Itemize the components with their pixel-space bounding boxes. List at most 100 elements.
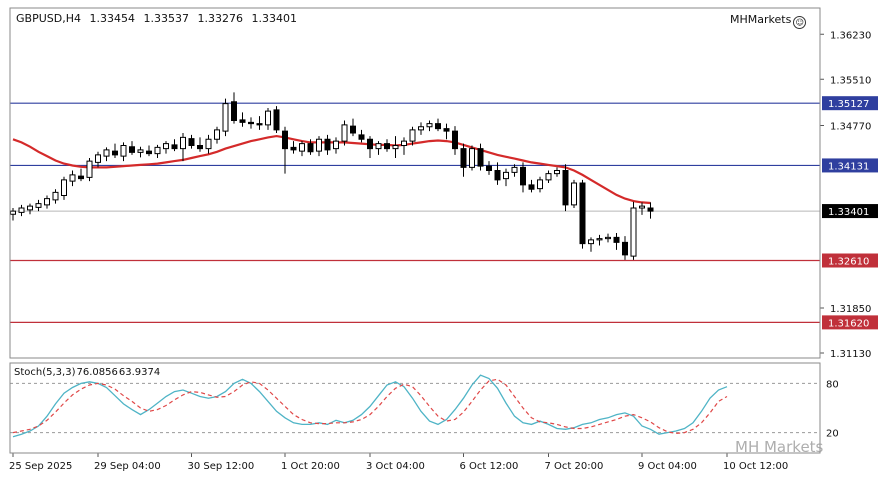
candle xyxy=(554,167,560,177)
candle-body xyxy=(35,203,42,208)
moving-average-line xyxy=(12,134,651,205)
candle xyxy=(222,98,229,137)
candle xyxy=(511,164,518,177)
current-price-tag xyxy=(822,204,878,219)
candle xyxy=(358,129,365,143)
candle-body xyxy=(358,134,365,140)
stoch-panel-frame xyxy=(9,362,821,454)
candle xyxy=(129,141,135,155)
candle xyxy=(630,201,637,260)
candle-body xyxy=(27,205,33,211)
candle-body xyxy=(418,126,424,131)
candle xyxy=(188,134,195,149)
y-tick-label: 1.35510 xyxy=(830,75,871,86)
candle xyxy=(95,151,101,168)
candle xyxy=(494,162,501,185)
candle-body xyxy=(324,138,331,151)
candle-body xyxy=(562,170,569,206)
candle xyxy=(299,141,305,157)
candle-body xyxy=(282,130,288,150)
candle xyxy=(443,123,450,140)
candle-body xyxy=(409,129,416,142)
candle xyxy=(588,237,594,252)
candle xyxy=(78,168,84,182)
candle-body xyxy=(384,143,390,150)
candle xyxy=(333,137,339,154)
candle xyxy=(384,139,390,152)
candle-body xyxy=(52,191,59,201)
candle-body xyxy=(647,207,654,212)
candle-body xyxy=(120,145,127,157)
broker-brand: MHMarkets ☺ xyxy=(730,13,807,29)
candle xyxy=(239,112,246,127)
candle xyxy=(562,164,569,212)
candle xyxy=(273,106,280,133)
candle-body xyxy=(460,148,467,168)
candle-body xyxy=(205,138,212,150)
candle-body xyxy=(103,149,110,157)
candle xyxy=(639,202,645,215)
candle-body xyxy=(494,170,501,181)
candle xyxy=(350,118,356,137)
candle-body xyxy=(537,179,543,190)
candle xyxy=(596,234,603,246)
price-level-tag xyxy=(822,158,878,173)
y-tick-label: 1.34770 xyxy=(830,122,871,133)
candle-body xyxy=(554,170,560,175)
candle-body xyxy=(579,182,586,245)
candle xyxy=(205,134,212,154)
candle-body xyxy=(239,119,246,123)
candle-body xyxy=(86,160,93,178)
stoch-main-value: 76.0856 xyxy=(76,367,118,378)
candle-body xyxy=(443,128,450,132)
candle-body xyxy=(10,210,16,215)
candle-body xyxy=(401,140,407,146)
candle xyxy=(460,143,467,177)
candle xyxy=(426,120,433,132)
candle-body xyxy=(256,123,263,126)
candle-body xyxy=(299,143,305,152)
candle-body xyxy=(316,138,322,152)
price-level-tag xyxy=(822,253,878,268)
candle xyxy=(520,162,526,193)
candle xyxy=(52,189,59,204)
candle-body xyxy=(231,101,237,121)
candle xyxy=(367,136,373,158)
candle xyxy=(452,126,458,155)
candle-body xyxy=(265,110,271,126)
price-level-tag xyxy=(822,315,878,330)
x-tick-label: 9 Oct 04:00 xyxy=(638,461,697,472)
candle-body xyxy=(511,166,518,173)
candle-body xyxy=(112,150,118,156)
candle-body xyxy=(503,171,509,180)
candle xyxy=(282,126,288,174)
x-tick-label: 30 Sep 12:00 xyxy=(188,461,255,472)
x-tick-label: 6 Oct 12:00 xyxy=(460,461,519,472)
candle-body xyxy=(639,205,645,209)
y-tick-label: 1.36230 xyxy=(830,30,871,41)
candle xyxy=(613,233,620,250)
candle xyxy=(27,203,33,215)
x-tick-label: 25 Sep 2025 xyxy=(9,461,72,472)
candle-body xyxy=(375,143,382,150)
candle xyxy=(341,120,348,146)
candle-body xyxy=(469,148,475,168)
candle-body xyxy=(307,143,314,153)
candle xyxy=(35,199,42,212)
stoch-name: Stoch(5,3,3) xyxy=(14,367,76,378)
candle xyxy=(605,233,611,243)
candle-body xyxy=(197,145,203,150)
candle xyxy=(103,147,110,162)
chart-header: GBPUSD,H4 1.33454 1.33537 1.33276 1.3340… xyxy=(16,12,302,25)
candle-body xyxy=(163,143,169,150)
candle xyxy=(231,92,237,124)
candle-body xyxy=(452,130,458,150)
candle xyxy=(214,126,220,144)
candle xyxy=(503,168,509,187)
candle-body xyxy=(350,125,356,134)
price-level-label: 1.35127 xyxy=(828,99,869,110)
candle-body xyxy=(78,175,84,180)
candle xyxy=(418,122,424,135)
candle xyxy=(324,134,331,155)
candle xyxy=(86,158,93,182)
